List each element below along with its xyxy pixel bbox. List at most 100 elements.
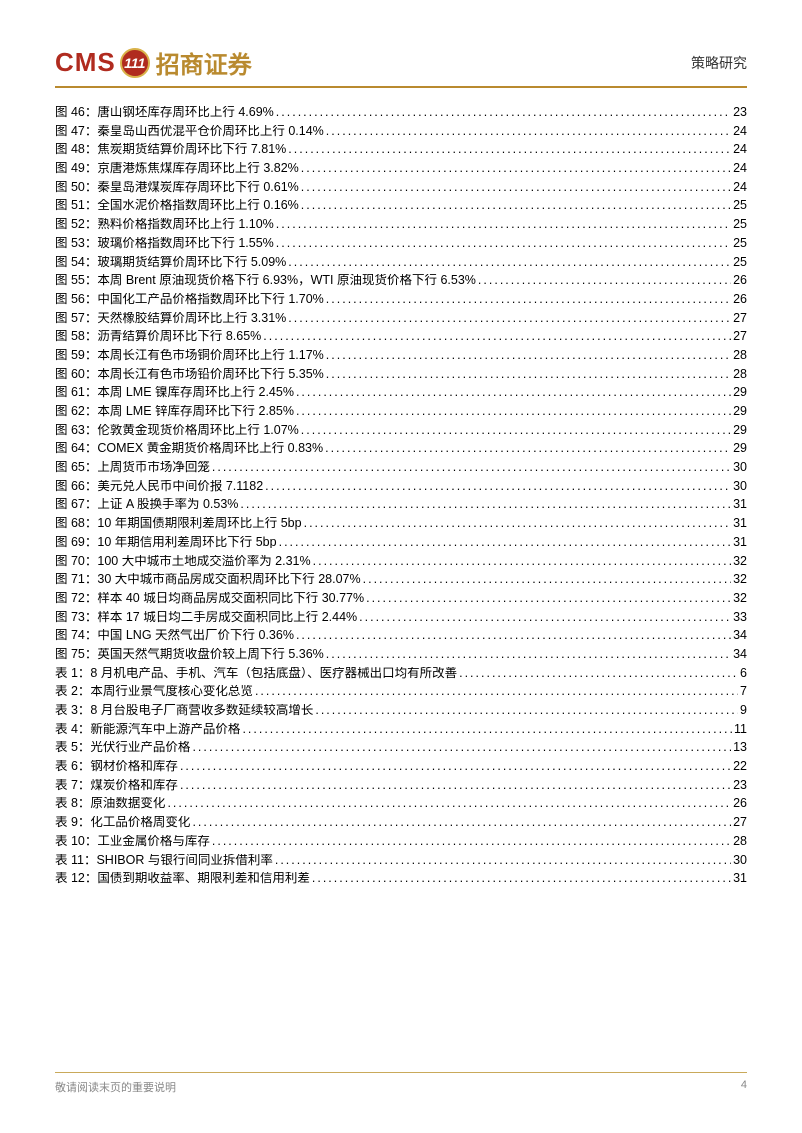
header-category: 策略研究 [691, 53, 747, 73]
toc-leader-dots [265, 480, 731, 493]
toc-label: 图 62：本周 LME 锌库存周环比下行 2.85% [55, 405, 294, 418]
toc-page: 26 [733, 274, 747, 287]
page-footer: 敬请阅读末页的重要说明 4 [55, 1072, 747, 1095]
toc-leader-dots [296, 386, 731, 399]
toc-page: 32 [733, 592, 747, 605]
toc-page: 29 [733, 442, 747, 455]
toc-label: 图 68：10 年期国债期限利差周环比上行 5bp [55, 517, 302, 530]
toc-row: 图 47：秦皇岛山西优混平仓价周环比上行 0.14%24 [55, 125, 747, 138]
toc-label: 表 7：煤炭价格和库存 [55, 779, 178, 792]
toc-page: 13 [733, 741, 747, 754]
toc-page: 29 [733, 386, 747, 399]
toc-leader-dots [288, 256, 731, 269]
toc-label: 图 56：中国化工产品价格指数周环比下行 1.70% [55, 293, 324, 306]
toc-label: 图 55：本周 Brent 原油现货价格下行 6.93%，WTI 原油现货价格下… [55, 274, 476, 287]
toc-leader-dots [325, 442, 731, 455]
toc-page: 31 [733, 536, 747, 549]
toc-row: 图 66：美元兑人民币中间价报 7.118230 [55, 480, 747, 493]
toc-leader-dots [212, 835, 731, 848]
toc-label: 图 64：COMEX 黄金期货价格周环比上行 0.83% [55, 442, 323, 455]
toc-row: 图 68：10 年期国债期限利差周环比上行 5bp 31 [55, 517, 747, 530]
toc-leader-dots [478, 274, 731, 287]
toc-page: 33 [733, 611, 747, 624]
logo-cn-text: 招商证券 [156, 45, 252, 80]
toc-leader-dots [263, 330, 731, 343]
toc-row: 图 49：京唐港炼焦煤库存周环比上行 3.82%24 [55, 162, 747, 175]
toc-row: 图 54：玻璃期货结算价周环比下行 5.09%25 [55, 256, 747, 269]
toc-label: 图 58：沥青结算价周环比下行 8.65% [55, 330, 261, 343]
toc-leader-dots [180, 760, 731, 773]
toc-label: 表 6：钢材价格和库存 [55, 760, 178, 773]
toc-leader-dots [301, 424, 731, 437]
toc-leader-dots [363, 573, 731, 586]
toc-row: 图 75：英国天然气期货收盘价较上周下行 5.36% 34 [55, 648, 747, 661]
toc-leader-dots [304, 517, 732, 530]
toc-leader-dots [167, 797, 731, 810]
toc-page: 26 [733, 293, 747, 306]
toc-leader-dots [296, 629, 731, 642]
toc-page: 28 [733, 368, 747, 381]
toc-row: 图 64：COMEX 黄金期货价格周环比上行 0.83% 29 [55, 442, 747, 455]
toc-leader-dots [313, 555, 731, 568]
toc-list: 图 46：唐山钢坯库存周环比上行 4.69%23 图 47：秦皇岛山西优混平仓价周… [55, 106, 747, 885]
footer-page-number: 4 [741, 1079, 747, 1095]
logo-block: CMS 111 招商证券 [55, 45, 252, 80]
toc-label: 表 3：8 月台股电子厂商营收多数延续较高增长 [55, 704, 313, 717]
toc-leader-dots [315, 704, 738, 717]
toc-row: 图 61：本周 LME 镍库存周环比上行 2.45% 29 [55, 386, 747, 399]
toc-label: 图 75：英国天然气期货收盘价较上周下行 5.36% [55, 648, 324, 661]
toc-row: 表 2：本周行业景气度核心变化总览7 [55, 685, 747, 698]
toc-label: 图 72：样本 40 城日均商品房成交面积同比下行 30.77% [55, 592, 364, 605]
toc-label: 图 61：本周 LME 镍库存周环比上行 2.45% [55, 386, 294, 399]
toc-label: 表 10：工业金属价格与库存 [55, 835, 210, 848]
toc-row: 图 51：全国水泥价格指数周环比上行 0.16%25 [55, 199, 747, 212]
toc-page: 24 [733, 181, 747, 194]
toc-leader-dots [312, 872, 731, 885]
toc-page: 31 [733, 872, 747, 885]
toc-leader-dots [326, 368, 731, 381]
toc-row: 图 74：中国 LNG 天然气出厂价下行 0.36%34 [55, 629, 747, 642]
toc-leader-dots [180, 779, 731, 792]
toc-row: 图 70：100 大中城市土地成交溢价率为 2.31%32 [55, 555, 747, 568]
toc-page: 25 [733, 199, 747, 212]
toc-label: 图 47：秦皇岛山西优混平仓价周环比上行 0.14% [55, 125, 324, 138]
toc-row: 表 1：8 月机电产品、手机、汽车（包括底盘）、医疗器械出口均有所改善6 [55, 667, 747, 680]
toc-row: 表 7：煤炭价格和库存23 [55, 779, 747, 792]
toc-page: 32 [733, 555, 747, 568]
toc-page: 34 [733, 648, 747, 661]
toc-row: 图 48：焦炭期货结算价周环比下行 7.81%24 [55, 143, 747, 156]
toc-leader-dots [326, 125, 731, 138]
toc-label: 表 5：光伏行业产品价格 [55, 741, 190, 754]
toc-row: 表 4：新能源汽车中上游产品价格11 [55, 723, 747, 736]
toc-label: 图 52：熟料价格指数周环比上行 1.10% [55, 218, 274, 231]
toc-page: 25 [733, 237, 747, 250]
toc-row: 表 11：SHIBOR 与银行间同业拆借利率30 [55, 854, 747, 867]
toc-leader-dots [288, 143, 731, 156]
toc-leader-dots [279, 536, 732, 549]
toc-leader-dots [301, 181, 731, 194]
toc-leader-dots [326, 349, 731, 362]
toc-page: 25 [733, 218, 747, 231]
toc-page: 31 [733, 517, 747, 530]
toc-row: 表 10：工业金属价格与库存28 [55, 835, 747, 848]
toc-row: 图 60：本周长江有色市场铅价周环比下行 5.35%28 [55, 368, 747, 381]
toc-row: 表 6：钢材价格和库存 22 [55, 760, 747, 773]
toc-label: 表 9：化工品价格周变化 [55, 816, 190, 829]
toc-leader-dots [192, 741, 731, 754]
toc-page: 7 [740, 685, 747, 698]
toc-leader-dots [275, 854, 731, 867]
toc-label: 图 69：10 年期信用利差周环比下行 5bp [55, 536, 277, 549]
toc-label: 图 49：京唐港炼焦煤库存周环比上行 3.82% [55, 162, 299, 175]
toc-page: 30 [733, 461, 747, 474]
toc-row: 图 46：唐山钢坯库存周环比上行 4.69%23 [55, 106, 747, 119]
toc-row: 图 55：本周 Brent 原油现货价格下行 6.93%，WTI 原油现货价格下… [55, 274, 747, 287]
toc-row: 表 3：8 月台股电子厂商营收多数延续较高增长9 [55, 704, 747, 717]
toc-page: 29 [733, 424, 747, 437]
toc-page: 32 [733, 573, 747, 586]
toc-row: 图 63：伦敦黄金现货价格周环比上行 1.07%29 [55, 424, 747, 437]
toc-label: 表 11：SHIBOR 与银行间同业拆借利率 [55, 854, 273, 867]
toc-leader-dots [366, 592, 731, 605]
toc-label: 图 73：样本 17 城日均二手房成交面积同比上行 2.44% [55, 611, 357, 624]
toc-page: 22 [733, 760, 747, 773]
toc-row: 表 9：化工品价格周变化27 [55, 816, 747, 829]
